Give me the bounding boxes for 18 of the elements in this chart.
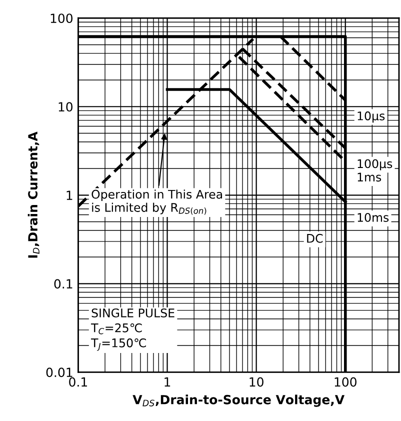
x-tick-label: 10 <box>250 377 264 387</box>
y-tick-label: 1 <box>66 190 72 200</box>
y-axis-title: I$_{D}$,Drain Current,A <box>28 132 40 258</box>
annotation: SINGLE PULSE T$_{C}$=25℃ T$_{J}$=150℃ <box>90 308 174 351</box>
x-tick-label: 0.1 <box>69 377 87 387</box>
y-tick-label: 10 <box>58 102 73 112</box>
y-tick-label: 0.01 <box>46 368 72 378</box>
annotation: Operation in This Area is Limited by R$_{DS(on)}$ <box>92 190 222 215</box>
x-tick-label: 1 <box>164 377 170 387</box>
series-label: 1ms <box>358 172 382 182</box>
y-tick-label: 100 <box>50 14 73 24</box>
x-axis-title: V$_{DS}$,Drain-to-Source Voltage,V <box>132 394 345 407</box>
y-tick-label: 0.1 <box>54 279 72 289</box>
series-label: 10µs <box>358 111 385 123</box>
x-tick-label: 100 <box>334 377 356 387</box>
series-label: 100µs <box>358 159 392 170</box>
annotation: DC <box>307 234 323 243</box>
series-label: 10ms <box>358 213 389 222</box>
